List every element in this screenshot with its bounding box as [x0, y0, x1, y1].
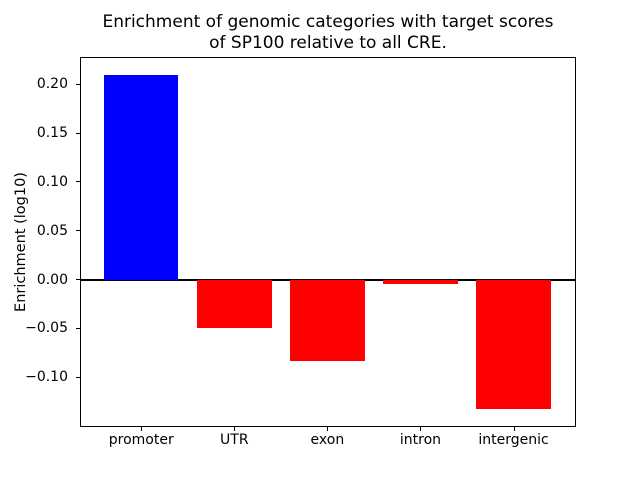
x-tick-mark-UTR	[234, 427, 236, 431]
x-tick-mark-intergenic	[513, 427, 515, 431]
bar-promoter	[103, 74, 179, 280]
y-tick-label: 0.05	[36, 222, 68, 239]
y-tick-mark	[76, 132, 80, 134]
bar-intron	[383, 279, 458, 285]
x-tick-mark-promoter	[141, 427, 143, 431]
chart-title-line-2: of SP100 relative to all CRE.	[209, 33, 447, 53]
x-tick-label-promoter: promoter	[108, 432, 174, 448]
x-tick-mark-intron	[420, 427, 422, 431]
y-tick-mark	[76, 181, 80, 183]
bar-intergenic	[476, 279, 551, 410]
bar-UTR	[197, 279, 272, 329]
plot-area	[80, 57, 576, 427]
y-tick-mark	[76, 279, 80, 281]
bar-exon	[290, 279, 365, 361]
y-tick-mark	[76, 230, 80, 232]
y-tick-label: 0.20	[36, 76, 68, 93]
x-tick-label-exon: exon	[310, 432, 345, 448]
y-tick-label: −0.10	[25, 369, 68, 386]
x-tick-label-intron: intron	[399, 432, 442, 448]
y-tick-label: 0.00	[36, 271, 68, 288]
y-axis-label: Enrichment (log10)	[13, 172, 29, 312]
y-tick-mark	[76, 83, 80, 85]
y-tick-label: 0.15	[36, 125, 68, 142]
chart-title-line-1: Enrichment of genomic categories with ta…	[102, 12, 554, 32]
x-tick-label-intergenic: intergenic	[478, 432, 549, 448]
y-tick-mark	[76, 327, 80, 329]
y-tick-mark	[76, 376, 80, 378]
y-tick-label: 0.10	[36, 173, 68, 190]
x-tick-label-UTR: UTR	[220, 432, 249, 448]
y-tick-label: −0.05	[25, 320, 68, 337]
chart-title: Enrichment of genomic categories with ta…	[80, 12, 576, 54]
x-tick-mark-exon	[327, 427, 329, 431]
